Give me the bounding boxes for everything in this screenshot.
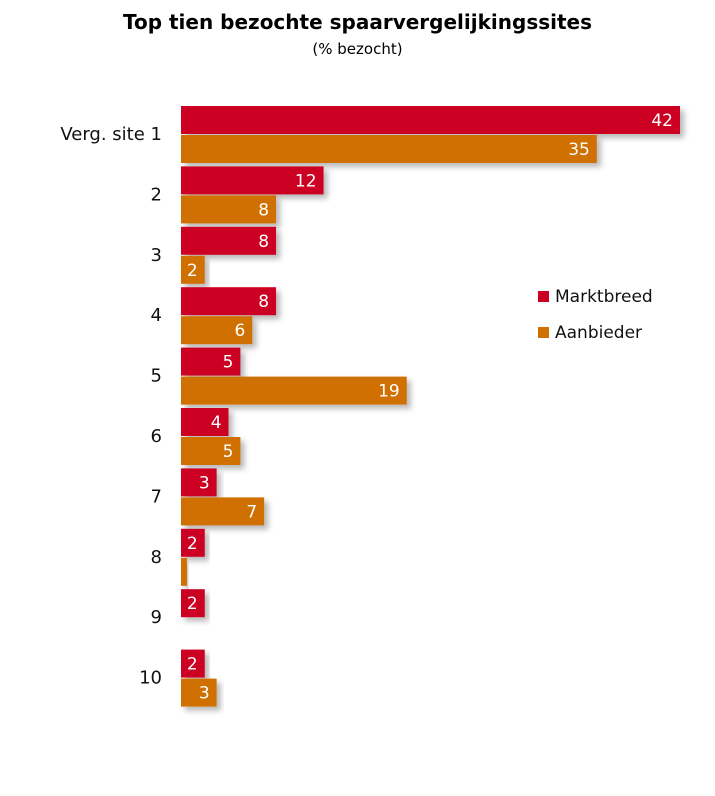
bar-marktbreed [181, 528, 205, 557]
category-label: 10 [139, 668, 162, 689]
legend-label-aanbieder: Aanbieder [555, 323, 642, 343]
bar-marktbreed [181, 347, 241, 376]
bar-aanbieder [181, 135, 597, 163]
category-label: 7 [151, 486, 162, 507]
bar-aanbieder [181, 376, 407, 405]
data-label: 8 [258, 292, 269, 312]
data-label: 12 [295, 171, 317, 191]
chart-title: Top tien bezochte spaarvergelijkingssite… [122, 10, 593, 34]
category-labels: Verg. site 1 2 3 4 5 6 7 8 9 10 [60, 124, 162, 689]
bar-marktbreed [181, 166, 324, 195]
bar-aanbieder [181, 557, 187, 586]
category-label: Verg. site 1 [60, 124, 162, 145]
category-label: 9 [151, 607, 162, 628]
category-label: 6 [151, 426, 162, 447]
category-label: 3 [151, 245, 162, 266]
data-label: 8 [258, 200, 269, 220]
bar-marktbreed [181, 287, 277, 316]
category-label: 4 [151, 305, 162, 326]
data-label: 5 [223, 442, 234, 462]
bar-aanbieder [181, 316, 253, 345]
category-label: 5 [151, 366, 162, 387]
legend-label-marktbreed: Marktbreed [555, 287, 653, 307]
bar-aanbieder [181, 255, 205, 284]
data-label: 5 [223, 353, 234, 373]
data-label: 6 [234, 321, 245, 341]
bar-marktbreed [181, 106, 680, 134]
data-label: 7 [246, 502, 257, 522]
bar-marktbreed [181, 408, 229, 436]
bar-marktbreed [181, 589, 205, 618]
data-label: 2 [187, 594, 198, 614]
chart-subtitle: (% bezocht) [312, 40, 403, 58]
data-label: 8 [258, 232, 269, 252]
legend-swatch-marktbreed [538, 291, 549, 302]
data-label: 2 [187, 534, 198, 554]
bar-aanbieder [181, 195, 277, 224]
bar-marktbreed [181, 226, 277, 255]
data-label: 19 [378, 382, 400, 402]
category-label: 8 [151, 547, 162, 568]
bar-marktbreed [181, 468, 217, 497]
bar-aanbieder [181, 678, 217, 707]
data-label: 35 [568, 140, 590, 160]
data-label: 2 [187, 261, 198, 281]
data-label: 3 [199, 684, 210, 704]
bar-aanbieder [181, 497, 265, 526]
legend: Marktbreed Aanbieder [538, 287, 653, 343]
legend-swatch-aanbieder [538, 327, 549, 338]
data-label: 3 [199, 473, 210, 493]
data-label: 42 [651, 111, 673, 131]
data-label: 4 [211, 413, 222, 433]
data-label: 2 [187, 655, 198, 675]
category-label: 2 [151, 184, 162, 205]
bar-aanbieder [181, 437, 241, 465]
bar-marktbreed [181, 649, 205, 678]
